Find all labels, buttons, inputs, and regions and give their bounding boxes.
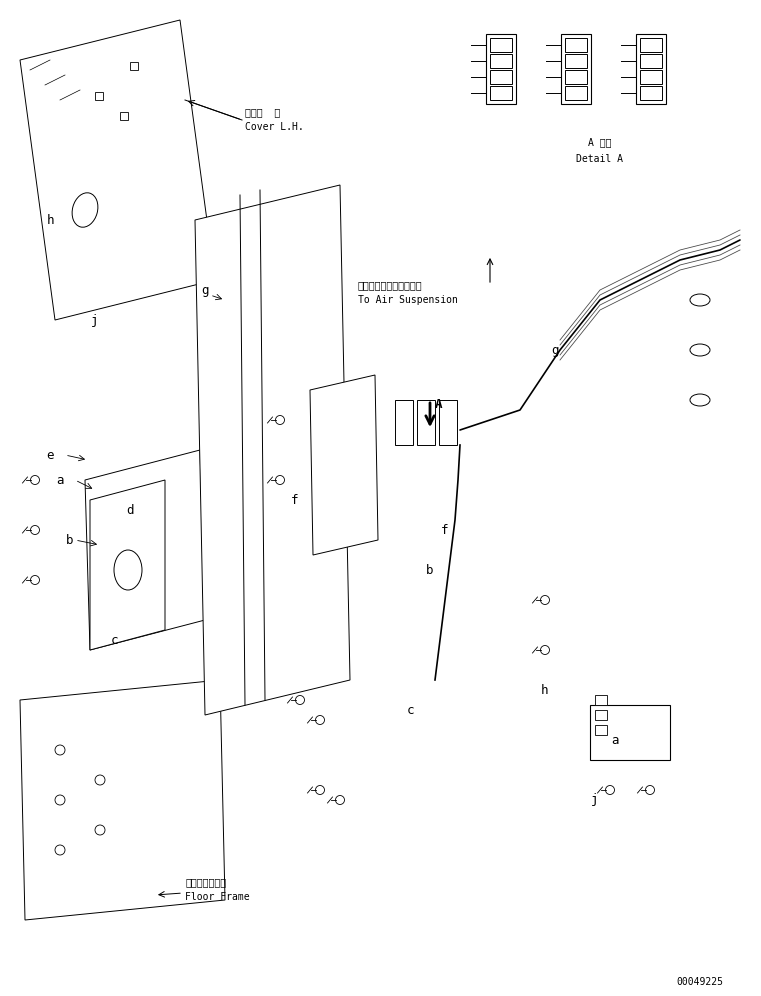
Polygon shape (195, 185, 350, 715)
Circle shape (55, 795, 65, 805)
Text: c: c (111, 633, 119, 646)
Text: c: c (406, 703, 414, 716)
Circle shape (316, 786, 324, 795)
Text: A: A (435, 398, 442, 411)
Polygon shape (210, 440, 270, 595)
Bar (565, 54, 587, 68)
Ellipse shape (72, 193, 98, 227)
Bar (95, 92, 103, 100)
Bar (486, 34, 516, 104)
Text: フロアフレーム: フロアフレーム (185, 877, 226, 887)
Text: j: j (91, 314, 99, 327)
Circle shape (540, 645, 549, 654)
Bar (120, 112, 128, 120)
Bar (490, 38, 512, 52)
Circle shape (606, 786, 614, 795)
Polygon shape (85, 450, 205, 650)
Text: Cover L.H.: Cover L.H. (245, 122, 304, 132)
Bar (565, 70, 587, 84)
Bar (565, 38, 587, 52)
Text: カバー  左: カバー 左 (245, 107, 280, 117)
Text: Floor Frame: Floor Frame (185, 892, 250, 902)
Circle shape (316, 715, 324, 724)
Text: b: b (66, 534, 74, 547)
Bar (640, 54, 662, 68)
Circle shape (645, 786, 654, 795)
Text: Detail A: Detail A (577, 154, 623, 164)
Circle shape (95, 775, 105, 785)
Bar (565, 86, 587, 100)
Circle shape (30, 576, 40, 585)
Bar (595, 695, 607, 705)
Text: 00049225: 00049225 (677, 977, 724, 987)
Bar (636, 34, 666, 104)
Circle shape (275, 415, 285, 424)
Bar (417, 400, 435, 445)
Bar (490, 70, 512, 84)
Circle shape (95, 825, 105, 835)
Bar (590, 705, 670, 760)
Polygon shape (90, 480, 165, 650)
Circle shape (540, 596, 549, 605)
Ellipse shape (690, 394, 710, 406)
Bar (490, 54, 512, 68)
Text: d: d (126, 504, 134, 517)
Bar (395, 400, 413, 445)
Circle shape (30, 526, 40, 535)
Bar (130, 62, 138, 70)
Bar (561, 34, 591, 104)
Ellipse shape (690, 294, 710, 306)
Bar (595, 725, 607, 735)
Circle shape (295, 695, 304, 704)
Bar (640, 86, 662, 100)
Text: To Air Suspension: To Air Suspension (358, 295, 458, 305)
Bar (640, 38, 662, 52)
Text: a: a (611, 733, 619, 746)
Circle shape (275, 475, 285, 484)
Text: f: f (291, 493, 299, 507)
Bar (595, 710, 607, 720)
Ellipse shape (690, 344, 710, 356)
Text: g: g (551, 344, 559, 357)
Text: b: b (426, 564, 434, 577)
Text: f: f (441, 524, 449, 537)
Circle shape (55, 845, 65, 855)
Circle shape (30, 475, 40, 484)
Text: エアーサスペンションへ: エアーサスペンションへ (358, 280, 422, 290)
Text: a: a (56, 473, 64, 486)
Bar (640, 70, 662, 84)
Text: A 詳細: A 詳細 (588, 137, 612, 147)
Circle shape (336, 796, 345, 805)
Text: g: g (201, 284, 209, 297)
Polygon shape (20, 20, 215, 320)
Text: h: h (541, 683, 549, 696)
Polygon shape (20, 680, 225, 920)
Ellipse shape (114, 550, 142, 590)
Bar (439, 400, 457, 445)
Text: e: e (46, 448, 54, 461)
Text: h: h (46, 213, 54, 226)
Text: j: j (591, 794, 599, 807)
Circle shape (55, 745, 65, 755)
Bar (490, 86, 512, 100)
Polygon shape (310, 375, 378, 555)
